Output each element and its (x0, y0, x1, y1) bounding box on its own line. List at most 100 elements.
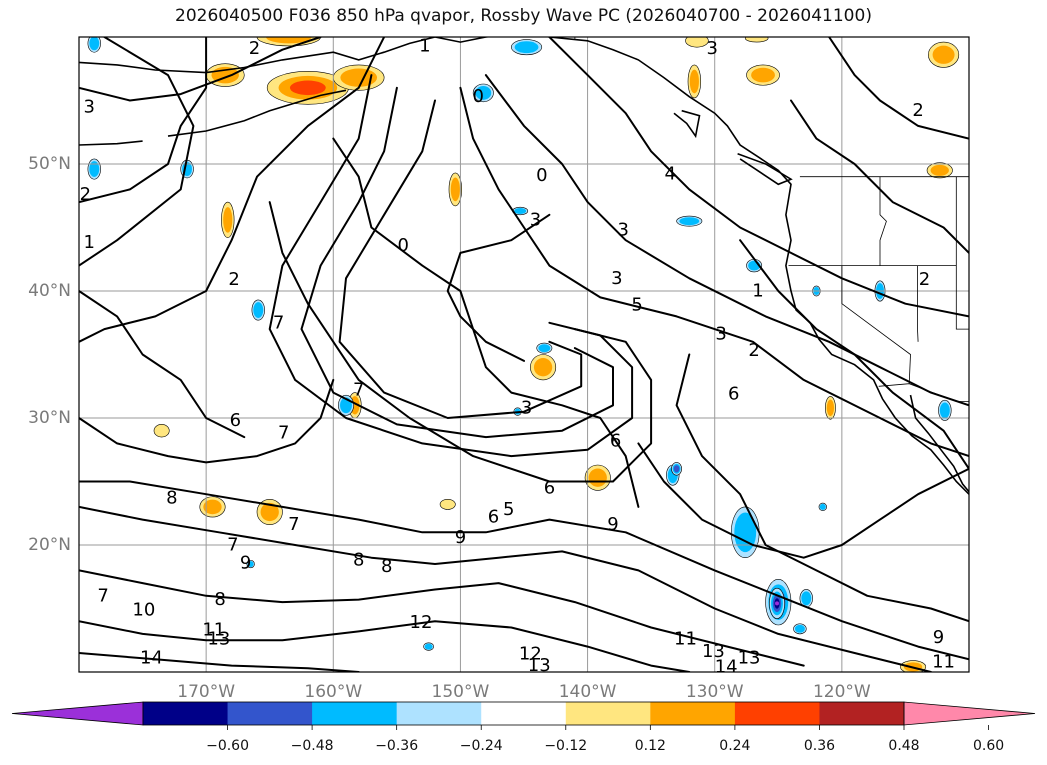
contour-label: 11 (202, 620, 225, 641)
contour-label: 3 (83, 96, 94, 117)
contour-label: 11 (932, 651, 955, 672)
longitude-label: 130°W (686, 682, 744, 702)
colorbar-segment (396, 702, 482, 725)
negative-anomaly-patch (247, 561, 254, 568)
contour-label: 0 (397, 235, 408, 256)
contour-line (79, 37, 386, 343)
longitude-label: 120°W (813, 682, 871, 702)
contour-label: 13 (738, 648, 761, 669)
contour-label: 7 (97, 585, 108, 606)
colorbar-extend-low (11, 701, 144, 726)
colorbar: −0.60 −0.48 −0.36 −0.24 −0.12 0.12 0.24 0.36 0.4… (11, 701, 1036, 754)
contour-line (675, 353, 969, 623)
contour-line (79, 652, 360, 672)
contour-label: 3 (706, 38, 717, 59)
contour-label: 9 (240, 552, 251, 573)
contour-line (268, 74, 634, 458)
contour-label: 14 (715, 656, 738, 677)
contour-label: 7 (273, 312, 284, 333)
colorbar-segment (734, 702, 820, 725)
contour-label: 9 (933, 627, 944, 648)
contour-label: 10 (132, 599, 155, 620)
contour-label: 3 (521, 397, 532, 418)
negative-anomaly-patch (475, 85, 492, 100)
contour-label: 13 (528, 655, 551, 676)
contour-line (338, 99, 583, 419)
coastline (909, 394, 969, 493)
colorbar-segment (565, 702, 651, 725)
contour-line (79, 37, 195, 267)
contour-label: 14 (140, 648, 163, 669)
negative-anomaly-patch (538, 344, 551, 353)
positive-anomaly-patch (260, 502, 279, 522)
map-background (79, 37, 969, 672)
colorbar-segment (650, 702, 736, 725)
border-line (955, 176, 969, 330)
contour-line (268, 201, 653, 483)
contour-line (446, 213, 551, 362)
rossby-wave-contours (79, 37, 969, 672)
positive-anomaly-patch (533, 358, 553, 377)
contour-label: 8 (214, 589, 225, 610)
contour-line (79, 37, 208, 204)
contour-label: 2 (912, 100, 923, 121)
longitude-label: 140°W (559, 682, 617, 702)
positive-anomaly-patch (265, 37, 312, 44)
border-line (917, 265, 919, 342)
positive-anomaly-patch (203, 499, 222, 515)
coastline (673, 109, 701, 139)
negative-anomaly-patch (939, 402, 950, 419)
contour-label: 4 (664, 164, 675, 185)
negative-anomaly-patch (734, 512, 757, 553)
contour-label: 3 (530, 209, 541, 230)
contour-label: 2 (919, 269, 930, 290)
negative-anomaly-patch (253, 302, 264, 318)
contour-line (79, 480, 969, 661)
contour-label: 12 (410, 612, 433, 633)
negative-anomaly-patch (801, 591, 812, 606)
contour-line (79, 378, 335, 464)
coastline (79, 140, 143, 146)
longitude-labels: 170°W 160°W 150°W 140°W 130°W 120°W (177, 682, 871, 702)
negative-anomaly-patch (775, 601, 780, 606)
negative-anomaly-patch (89, 37, 100, 51)
colorbar-tick-label: −0.12 (544, 738, 587, 754)
negative-anomaly-patch (514, 41, 539, 54)
colorbar-extend-high (903, 701, 1036, 726)
positive-anomaly-patch (685, 37, 709, 48)
contour-label: 0 (473, 86, 484, 107)
colorbar-tick-label: −0.24 (460, 738, 503, 754)
contour-line (459, 86, 969, 458)
longitude-label: 150°W (432, 682, 490, 702)
contour-line (790, 99, 969, 254)
latitude-label: 40°N (28, 281, 71, 301)
state-borders (574, 37, 969, 402)
contour-label: 6 (610, 430, 621, 451)
contour-label: 13 (702, 641, 725, 662)
colorbar-segment (143, 702, 229, 725)
colorbar-tick-label: 0.36 (804, 738, 835, 754)
colorbar-tick-label: −0.36 (375, 738, 418, 754)
contour-label: 0 (536, 165, 547, 186)
contour-label: 8 (166, 488, 177, 509)
latitude-label: 30°N (28, 408, 71, 428)
contour-label: 6 (728, 383, 739, 404)
graticule (79, 37, 969, 672)
contour-line (332, 137, 640, 508)
negative-anomaly-patch (89, 161, 100, 178)
negative-anomaly-patch (679, 217, 700, 226)
contour-label: 13 (207, 628, 230, 649)
positive-anomaly-patch (930, 164, 949, 176)
contour-line (828, 37, 969, 140)
map-title: 2026040500 F036 850 hPa qvapor, Rossby W… (175, 6, 872, 26)
colorbar-segment (819, 702, 905, 725)
latitude-labels: 50°N 40°N 30°N 20°N (28, 154, 71, 555)
negative-anomaly-patch (794, 624, 805, 633)
positive-anomaly-patch (223, 207, 233, 233)
contour-label: 1 (752, 281, 763, 302)
contour-label: 1 (83, 232, 94, 253)
colorbar-tick-label: −0.48 (291, 738, 334, 754)
colorbar-segment (227, 702, 313, 725)
contour-label: 7 (227, 535, 238, 556)
